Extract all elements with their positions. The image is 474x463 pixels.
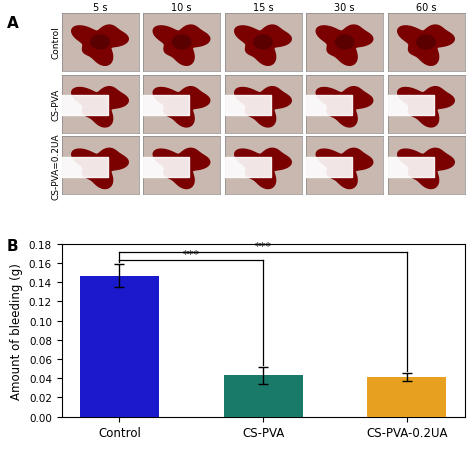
Bar [224, 375, 302, 417]
Text: B: B [7, 238, 19, 253]
Polygon shape [72, 26, 128, 66]
Y-axis label: Control: Control [52, 26, 61, 59]
Polygon shape [398, 149, 454, 189]
Bar [367, 377, 446, 417]
Bar [80, 276, 159, 417]
Polygon shape [235, 149, 292, 189]
Title: 15 s: 15 s [253, 3, 273, 13]
Polygon shape [153, 26, 210, 66]
Polygon shape [335, 36, 354, 50]
Polygon shape [153, 149, 210, 189]
Polygon shape [153, 88, 210, 128]
Polygon shape [417, 36, 435, 50]
Polygon shape [316, 26, 373, 66]
Title: 5 s: 5 s [93, 3, 107, 13]
Y-axis label: CS-PVA: CS-PVA [52, 88, 61, 120]
Title: 30 s: 30 s [334, 3, 355, 13]
Polygon shape [398, 88, 454, 128]
Polygon shape [72, 88, 128, 128]
Title: 60 s: 60 s [416, 3, 437, 13]
Text: A: A [7, 16, 19, 31]
Polygon shape [316, 149, 373, 189]
Polygon shape [91, 36, 109, 50]
Polygon shape [316, 88, 373, 128]
Text: ***: *** [183, 250, 200, 260]
Y-axis label: Amount of bleeding (g): Amount of bleeding (g) [10, 262, 23, 399]
Y-axis label: CS-PVA=0.2UA: CS-PVA=0.2UA [52, 132, 61, 199]
Polygon shape [235, 88, 292, 128]
Polygon shape [398, 26, 454, 66]
Polygon shape [173, 36, 191, 50]
Polygon shape [72, 149, 128, 189]
Polygon shape [254, 36, 272, 50]
Polygon shape [235, 26, 292, 66]
Text: ***: *** [255, 241, 272, 251]
Title: 10 s: 10 s [171, 3, 192, 13]
